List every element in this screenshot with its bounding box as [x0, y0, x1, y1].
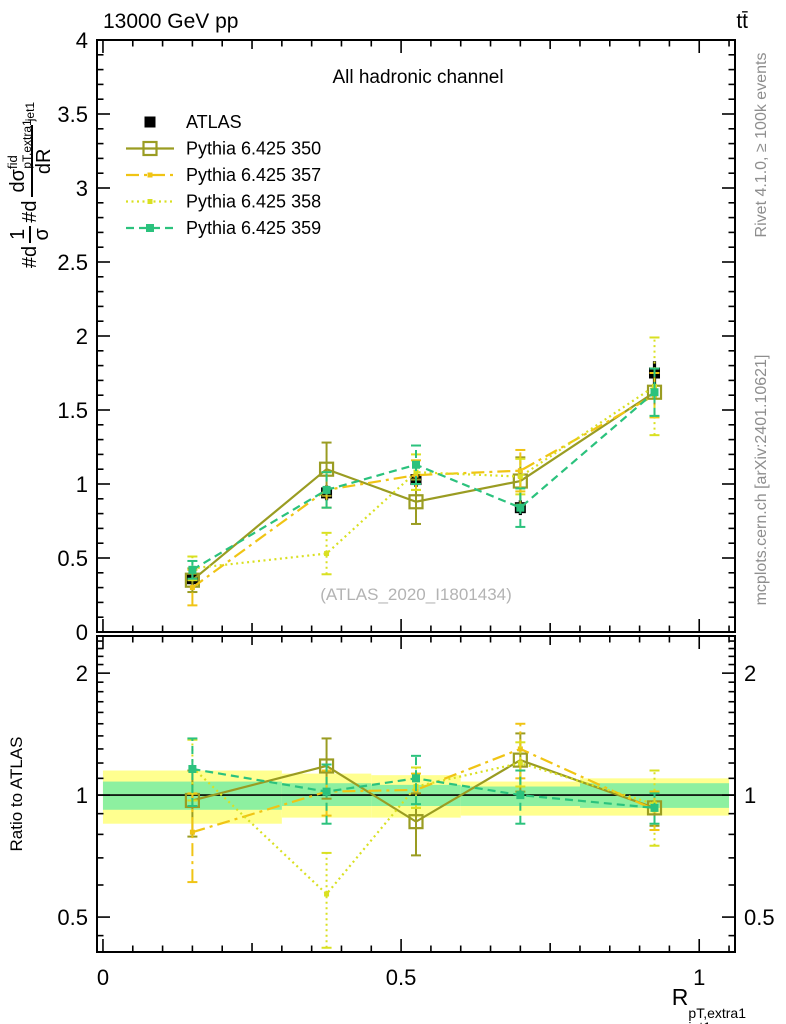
legend-label: Pythia 6.425 358: [186, 192, 321, 212]
ratio-y-tick-label-right: 2: [744, 661, 756, 686]
fraction-numerator: 1: [7, 225, 31, 243]
fraction-denominator: σ: [31, 228, 53, 241]
legend-sample-marker: [144, 116, 156, 128]
series-marker-pythia-6-425-359: [650, 388, 659, 397]
ylabel-mid: #d: [18, 200, 41, 223]
legend-label: ATLAS: [186, 112, 242, 132]
main-panel-frame: [96, 39, 736, 633]
rivet-version-note: Rivet 4.1.0, ≥ 100k events: [753, 53, 770, 238]
dsigma-dr-fraction: dσfid pT,extra1 dR: [5, 119, 55, 198]
main-y-tick-label: 1.5: [57, 398, 88, 423]
series-marker-pythia-6-425-357: [413, 472, 419, 478]
ratio-axis-title: Ratio to ATLAS: [7, 737, 26, 852]
series-marker-pythia-6-425-359: [516, 503, 525, 512]
x-axis-superscript: pT,extra1: [688, 1005, 746, 1021]
x-tick-label: 0.5: [386, 965, 417, 990]
main-y-tick-label: 3: [76, 176, 88, 201]
ratio-marker-pythia-6-425-359: [322, 787, 331, 796]
ratio-marker-pythia-6-425-357: [189, 829, 195, 835]
ratio-line-pythia-6-425-357: [192, 747, 655, 834]
analysis-watermark: (ATLAS_2020_I1801434): [320, 585, 512, 604]
channel-subtitle: All hadronic channel: [332, 67, 503, 88]
legend-sample-marker: [147, 199, 153, 204]
ratio-marker-pythia-6-425-359: [516, 791, 525, 800]
ratio-y-tick-label-right: 1: [744, 783, 756, 808]
main-y-tick-label: 4: [76, 28, 88, 53]
legend-sample-marker: [142, 140, 158, 157]
ratio-y-tick-label-left: 1: [76, 783, 88, 808]
ratio-y-tick-label-right: 0.5: [744, 905, 775, 930]
ratio-line-pythia-6-425-358: [191, 761, 655, 896]
main-y-tick-label: 1: [76, 472, 88, 497]
series-marker-pythia-6-425-359: [322, 485, 331, 494]
fid-superscript: fid: [5, 155, 21, 169]
x-axis-title: RpT,extra1jet1: [560, 984, 746, 1024]
x-tick-label: 1: [693, 965, 705, 990]
one-over-sigma-fraction: 1 σ: [7, 225, 53, 243]
ratio-y-tick-label-left: 2: [76, 661, 88, 686]
ylabel-prefix: #d: [18, 245, 41, 269]
ratio-marker-pythia-6-425-358: [517, 760, 523, 766]
series-marker-pythia-6-425-357: [189, 585, 195, 591]
legend-sample-marker: [146, 224, 154, 232]
series-line-pythia-6-425-357: [191, 394, 656, 589]
series-marker-pythia-6-425-359: [412, 460, 420, 469]
ratio-marker-pythia-6-425-357: [517, 746, 523, 752]
chart-layer: 0 0.5 1 1.5 2 2.5 3 3.5 4 0.5 0.5 1 1 2 2 0 0.5 1 ATLAS Pyt…: [57, 28, 774, 990]
legend-sample-marker: [147, 172, 153, 178]
main-y-tick-label: 2.5: [57, 250, 88, 275]
main-y-tick-label: 0: [76, 620, 88, 645]
main-y-axis-title: #d 1 σ #d dσfid pT,extra1 dR jet1: [5, 37, 55, 333]
series-line-pythia-6-425-350: [191, 391, 656, 582]
x-axis-subscript: jet1: [688, 1020, 746, 1024]
fraction-numerator: dσfid pT,extra1: [5, 119, 34, 198]
series-marker-pythia-6-425-358: [413, 469, 419, 475]
ratio-marker-pythia-6-425-359: [412, 774, 420, 783]
ratio-marker-pythia-6-425-359: [650, 803, 659, 812]
beam-energy-title: 13000 GeV pp: [103, 10, 238, 33]
series-line-pythia-6-425-358: [192, 385, 656, 570]
main-y-tick-label: 3.5: [57, 102, 88, 127]
fraction-denominator: dR: [32, 148, 55, 175]
ratio-marker-pythia-6-425-359: [188, 764, 197, 773]
ratio-panel-frame: [96, 635, 736, 953]
x-axis-base: R: [671, 984, 689, 1010]
x-axis-scripts: pT,extra1jet1: [688, 1006, 746, 1024]
dsigma-text: dσ: [7, 169, 30, 193]
pt-extra1-subscript: pT,extra1: [20, 119, 35, 169]
main-y-tick-label: 2: [76, 324, 88, 349]
mcplots-arxiv-note: mcplots.cern.ch [arXiv:2401.10621]: [753, 355, 770, 606]
ratio-marker-pythia-6-425-350: [408, 814, 424, 830]
x-tick-label: 0: [97, 965, 109, 990]
series-marker-pythia-6-425-358: [324, 551, 330, 557]
ratio-y-tick-label-left: 0.5: [57, 905, 88, 930]
series-line-pythia-6-425-359: [191, 391, 656, 571]
legend-label: Pythia 6.425 357: [186, 165, 321, 185]
series-marker-pythia-6-425-350: [408, 494, 424, 510]
legend-label: Pythia 6.425 359: [186, 218, 321, 238]
main-y-tick-label: 0.5: [57, 546, 88, 571]
series-marker-pythia-6-425-358: [517, 474, 523, 480]
legend-label: Pythia 6.425 350: [186, 139, 321, 159]
ratio-marker-pythia-6-425-350: [318, 758, 335, 774]
process-title: tt̄: [736, 10, 748, 33]
series-marker-pythia-6-425-359: [188, 565, 197, 574]
ratio-marker-pythia-6-425-358: [324, 891, 330, 897]
